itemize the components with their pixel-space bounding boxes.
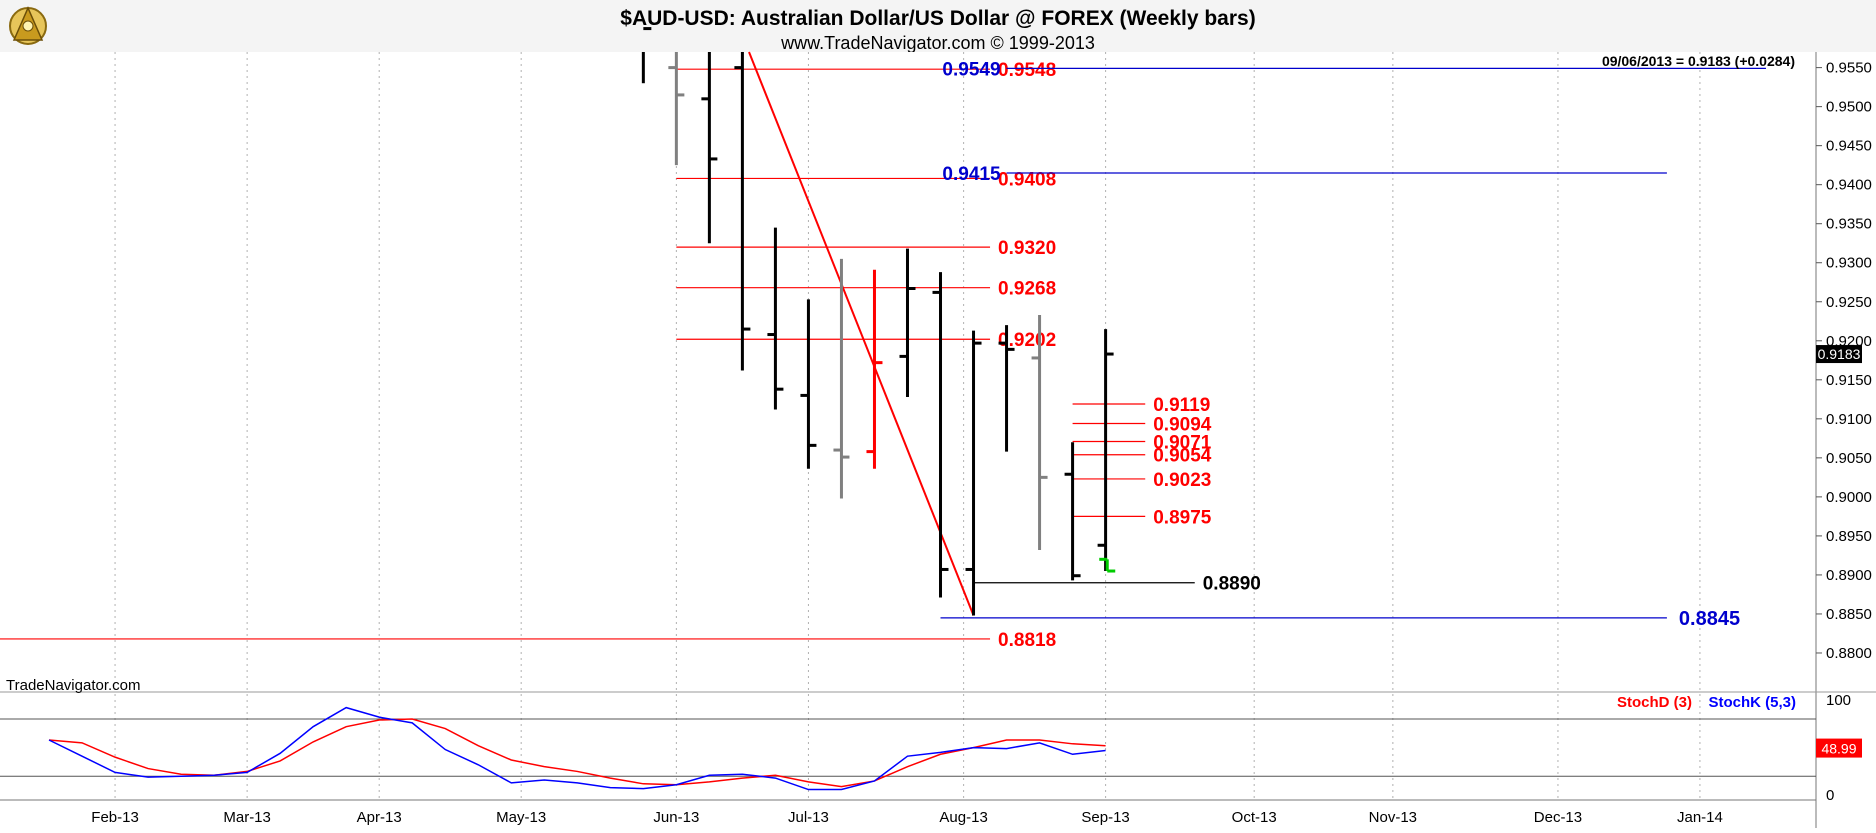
chart-title: $AUD-USD: Australian Dollar/US Dollar @ … xyxy=(620,7,1255,30)
ohlc-bar xyxy=(1099,557,1116,573)
level-label: 0.9549 xyxy=(942,59,1000,80)
y-tick-label: 0.9300 xyxy=(1826,255,1872,272)
y-ticks-layer: 0.8800 0.8850 0.8900 0.8950 0.9000 0.9050 0.91… xyxy=(1816,60,1872,662)
ohlc-bar xyxy=(701,52,718,244)
y-tick-label: 0.9250 xyxy=(1826,294,1872,311)
watermark-text: TradeNavigator.com xyxy=(6,677,141,694)
ohlc-bar xyxy=(833,258,850,499)
x-tick-label: Feb-13 xyxy=(91,809,139,826)
ohlc-bar xyxy=(800,299,817,469)
ohlc-bar xyxy=(899,248,916,397)
ohlc-bar xyxy=(998,325,1015,452)
ohlc-bar xyxy=(668,52,685,166)
y-tick-label: 0.8900 xyxy=(1826,567,1872,584)
x-tick-label: Jun-13 xyxy=(653,809,699,826)
ohlc-bar xyxy=(767,227,784,410)
y-tick-label: 0.8800 xyxy=(1826,645,1872,662)
y-tick-label: 0.9100 xyxy=(1826,411,1872,428)
ohlc-bar xyxy=(866,269,883,469)
x-tick-label: Dec-13 xyxy=(1534,809,1582,826)
stoch-layer: 0 100 StochD (3) StochK (5,3) 48.99 xyxy=(0,692,1862,804)
y-tick-label: 0.9050 xyxy=(1826,450,1872,467)
x-tick-label: Jan-14 xyxy=(1677,809,1723,826)
ohlc-bar xyxy=(965,330,982,616)
stoch-last-value: 48.99 xyxy=(1821,741,1856,757)
ohlc-bar xyxy=(734,52,751,371)
ohlc-bar xyxy=(932,272,949,598)
x-tick-label: Aug-13 xyxy=(939,809,987,826)
y-tick-label: 0.9150 xyxy=(1826,372,1872,389)
level-label: 0.9268 xyxy=(998,279,1056,300)
level-label: 0.9054 xyxy=(1153,446,1212,467)
stoch-y-tick: 0 xyxy=(1826,787,1834,804)
header-band xyxy=(0,0,1876,52)
y-tick-label: 0.8850 xyxy=(1826,606,1872,623)
level-label: 0.8818 xyxy=(998,630,1056,651)
level-label: 0.9408 xyxy=(998,169,1056,190)
level-label: 0.9094 xyxy=(1153,415,1212,436)
ohlc-bar xyxy=(641,27,652,84)
level-label: 0.9119 xyxy=(1153,395,1210,416)
level-label: 0.9320 xyxy=(998,238,1056,259)
x-tick-label: Apr-13 xyxy=(357,809,402,826)
level-label: 0.9071 xyxy=(1153,432,1212,453)
stoch-y-tick: 100 xyxy=(1826,692,1851,709)
x-tick-label: Sep-13 xyxy=(1081,809,1129,826)
y-tick-label: 0.9500 xyxy=(1826,99,1872,116)
x-tick-label: Oct-13 xyxy=(1232,809,1277,826)
level-label: 0.9202 xyxy=(998,330,1056,351)
stoch-last-tag xyxy=(1816,738,1862,758)
y-tick-label: 0.9400 xyxy=(1826,177,1872,194)
y-tick-label: 0.9350 xyxy=(1826,216,1872,233)
bars-layer xyxy=(641,27,1116,616)
level-label: 0.9548 xyxy=(998,60,1056,81)
ohlc-bar xyxy=(1097,329,1114,572)
x-tick-label: Jul-13 xyxy=(788,809,829,826)
x-ticks-layer: Feb-13 Mar-13 Apr-13 May-13 Jun-13 Jul-13 Aug-… xyxy=(91,809,1723,826)
x-tick-label: Mar-13 xyxy=(223,809,271,826)
level-label: 0.9415 xyxy=(942,164,1001,185)
last-price-tag: 0.9183 xyxy=(1816,345,1862,364)
level-label: 0.8890 xyxy=(1203,574,1261,595)
ohlc-bar xyxy=(1031,315,1048,550)
trendline xyxy=(748,51,975,616)
y-tick-label: 0.8950 xyxy=(1826,528,1872,545)
ohlc-bar xyxy=(1064,442,1081,581)
level-label: 0.8975 xyxy=(1153,507,1212,528)
stoch-series-line xyxy=(48,706,1106,791)
legend-stochk: StochK (5,3) xyxy=(1708,694,1796,711)
y-tick-label: 0.9000 xyxy=(1826,489,1872,506)
level-label: 0.9023 xyxy=(1153,470,1211,491)
trade-navigator-logo-icon xyxy=(9,6,47,45)
y-tick-label: 0.9450 xyxy=(1826,138,1872,155)
level-label: 0.8845 xyxy=(1679,608,1740,630)
last-price-value: 0.9183 xyxy=(1818,346,1861,362)
legend-stochd: StochD (3) xyxy=(1617,694,1692,711)
x-tick-label: May-13 xyxy=(496,809,546,826)
last-info-text: 09/06/2013 = 0.9183 (+0.0284) xyxy=(1602,53,1795,69)
chart-subtitle: www.TradeNavigator.com © 1999-2013 xyxy=(780,33,1095,53)
y-tick-label: 0.9550 xyxy=(1826,60,1872,77)
x-tick-label: Nov-13 xyxy=(1369,809,1417,826)
